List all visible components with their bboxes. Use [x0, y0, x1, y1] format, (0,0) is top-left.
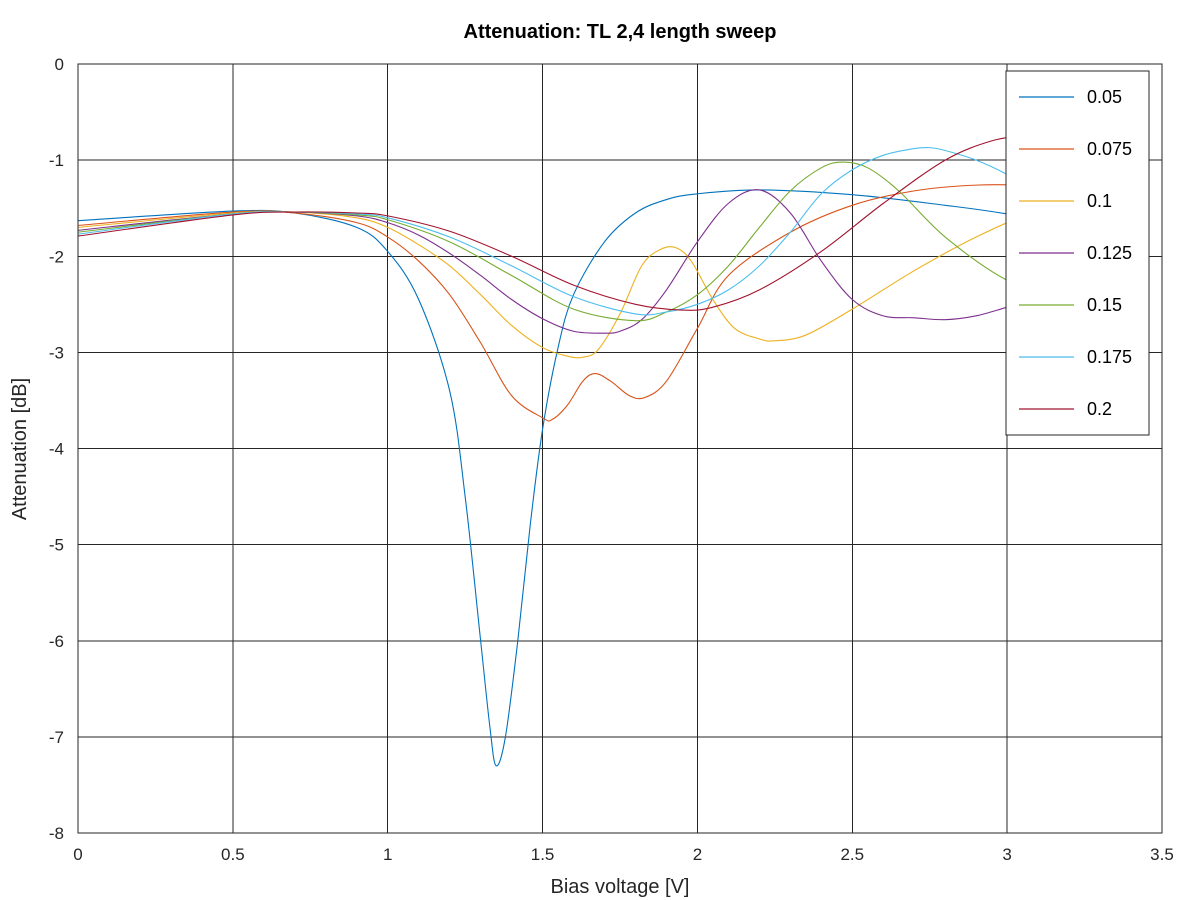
x-tick-label: 0.5	[221, 845, 245, 864]
y-axis-label: Attenuation [dB]	[9, 378, 31, 520]
y-tick-label: -2	[49, 247, 64, 266]
legend-label: 0.075	[1087, 139, 1132, 159]
tick-labels: 0 0.5 1 1.5 2 2.5 3 3.5 0 -1 -2 -3 -4 -5 -6 -7 -8	[49, 55, 1174, 864]
x-tick-label: 0	[73, 845, 82, 864]
y-tick-label: -3	[49, 343, 64, 362]
series-line-0.125	[77, 189, 1101, 334]
legend-label: 0.125	[1087, 243, 1132, 263]
y-tick-label: -6	[49, 632, 64, 651]
plot-frame	[77, 63, 1163, 834]
series-line-0.15	[77, 161, 1101, 322]
series-line-0.175	[77, 146, 1101, 316]
y-tick-label: -1	[49, 151, 64, 170]
x-tick-label: 3	[1002, 845, 1011, 864]
y-tick-label: 0	[55, 55, 64, 74]
chart-title: Attenuation: TL 2,4 length sweep	[464, 21, 777, 43]
x-tick-label: 2.5	[840, 845, 864, 864]
y-tick-label: -8	[49, 824, 64, 843]
x-tick-label: 1.5	[531, 845, 555, 864]
legend-label: 0.15	[1087, 295, 1122, 315]
series-group	[77, 136, 1101, 767]
legend: 0.05 0.075 0.1 0.125 0.15 0.175 0.2	[1005, 70, 1150, 436]
x-tick-label: 1	[383, 845, 392, 864]
x-tick-label: 2	[693, 845, 702, 864]
legend-label: 0.175	[1087, 347, 1132, 367]
legend-label: 0.05	[1087, 87, 1122, 107]
legend-label: 0.2	[1087, 399, 1112, 419]
y-tick-label: -7	[49, 728, 64, 747]
series-line-0.075	[77, 184, 1101, 422]
y-tick-label: -4	[49, 440, 64, 459]
legend-label: 0.1	[1087, 191, 1112, 211]
series-line-0.1	[77, 192, 1101, 359]
x-tick-label: 3.5	[1150, 845, 1174, 864]
y-tick-label: -5	[49, 536, 64, 555]
x-axis-label: Bias voltage [V]	[551, 876, 690, 898]
